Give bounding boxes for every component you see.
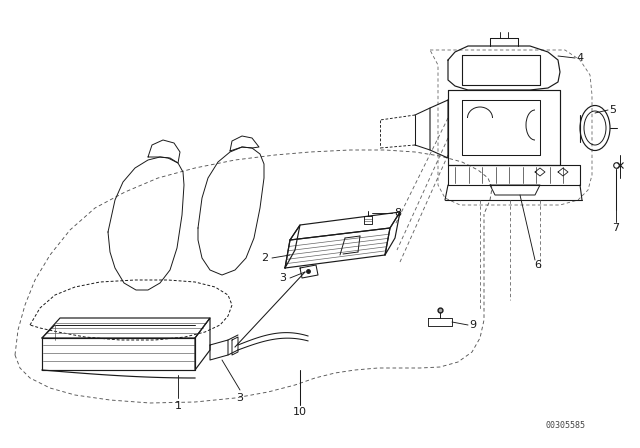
Text: 3: 3 [237,393,243,403]
Text: 8: 8 [394,208,401,218]
Text: 2: 2 [261,253,269,263]
Text: 4: 4 [577,53,584,63]
Text: 5: 5 [609,105,616,115]
Text: 7: 7 [612,223,620,233]
Text: 1: 1 [175,401,182,411]
Text: 6: 6 [534,260,541,270]
Text: 10: 10 [293,407,307,417]
Text: 9: 9 [469,320,477,330]
Text: 3: 3 [280,273,287,283]
Text: 00305585: 00305585 [545,421,585,430]
